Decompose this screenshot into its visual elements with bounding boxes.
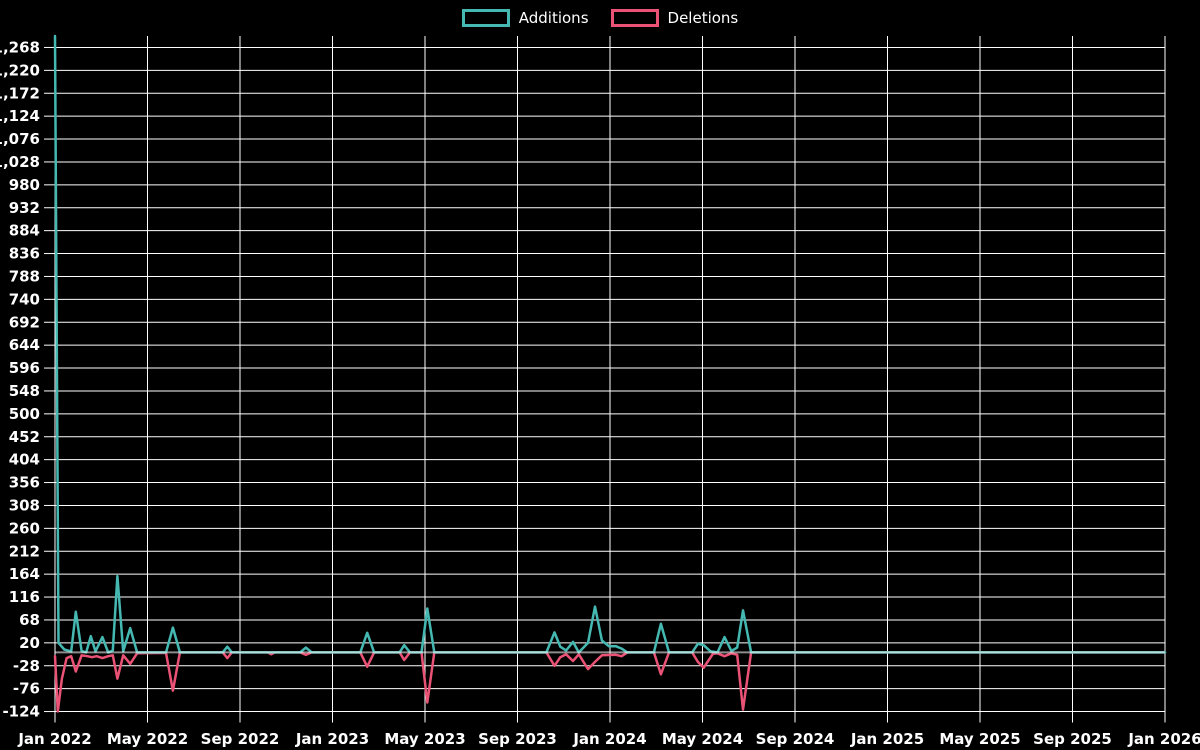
x-tick-label: Jan 2024: [572, 730, 646, 748]
legend-label-deletions: Deletions: [667, 8, 739, 27]
y-tick-label: -124: [2, 703, 40, 721]
y-tick-label: 1,124: [0, 107, 40, 125]
x-tick-label: Jan 2025: [850, 730, 924, 748]
y-tick-label: 980: [9, 176, 40, 194]
x-tick-label: Jan 2026: [1127, 730, 1200, 748]
x-tick-label: Jan 2023: [295, 730, 369, 748]
y-tick-label: 116: [9, 588, 40, 606]
y-tick-label: 20: [19, 634, 40, 652]
y-tick-label: 164: [9, 565, 40, 583]
y-tick-label: 1,268: [0, 38, 40, 56]
x-tick-label: May 2025: [939, 730, 1020, 748]
y-tick-label: -76: [13, 680, 40, 698]
x-tick-label: Sep 2022: [201, 730, 280, 748]
legend-label-additions: Additions: [518, 8, 589, 27]
x-tick-label: Sep 2025: [1033, 730, 1112, 748]
y-tick-label: 1,028: [0, 153, 40, 171]
x-tick-label: May 2024: [662, 730, 743, 748]
deletions-swatch-icon: [610, 9, 659, 27]
legend-item-deletions[interactable]: Deletions: [610, 8, 739, 27]
y-tick-label: 644: [9, 336, 40, 354]
y-tick-label: 788: [9, 267, 40, 285]
y-tick-label: 356: [9, 474, 40, 492]
additions-swatch-icon: [461, 9, 510, 27]
y-tick-label: 404: [9, 451, 40, 469]
y-tick-label: 452: [9, 428, 40, 446]
legend-item-additions[interactable]: Additions: [461, 8, 589, 27]
y-tick-label: 740: [9, 290, 40, 308]
y-tick-label: 260: [9, 519, 40, 537]
y-tick-label: 1,220: [0, 61, 40, 79]
y-tick-label: 884: [9, 222, 40, 240]
y-tick-label: 68: [19, 611, 40, 629]
y-tick-label: 500: [9, 405, 40, 423]
y-tick-label: 1,172: [0, 84, 40, 102]
y-tick-label: 1,076: [0, 130, 40, 148]
y-tick-label: 692: [9, 313, 40, 331]
x-tick-label: Jan 2022: [17, 730, 91, 748]
y-tick-label: 932: [9, 199, 40, 217]
y-tick-label: 836: [9, 245, 40, 263]
y-tick-label: 548: [9, 382, 40, 400]
x-tick-label: May 2022: [107, 730, 188, 748]
chart-legend: Additions Deletions: [0, 6, 1200, 30]
x-tick-label: Sep 2023: [478, 730, 557, 748]
y-tick-label: 596: [9, 359, 40, 377]
y-tick-label: -28: [13, 657, 40, 675]
x-tick-label: Sep 2024: [756, 730, 835, 748]
y-tick-label: 308: [9, 496, 40, 514]
x-tick-label: May 2023: [384, 730, 465, 748]
y-tick-label: 212: [9, 542, 40, 560]
